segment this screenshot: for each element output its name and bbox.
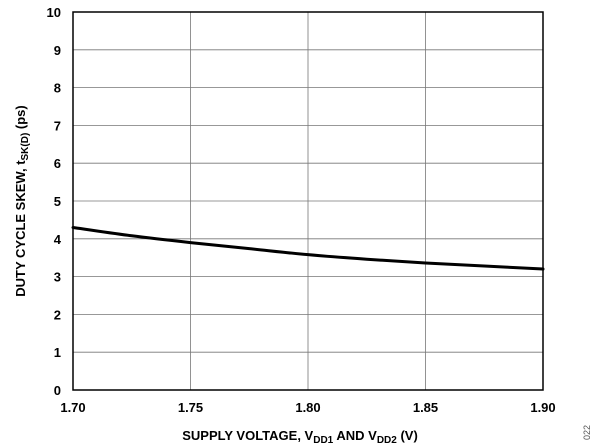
x-tick-labels: 1.70 1.75 1.80 1.85 1.90 xyxy=(60,400,555,415)
x-tick-label: 1.75 xyxy=(178,400,203,415)
y-tick-label: 8 xyxy=(54,81,61,96)
x-tick-label: 1.80 xyxy=(295,400,320,415)
y-axis-label: DUTY CYCLE SKEW, tSK(D) (ps) xyxy=(13,105,31,297)
y-tick-label: 5 xyxy=(54,194,61,209)
y-tick-label: 0 xyxy=(54,383,61,398)
x-tick-label: 1.90 xyxy=(530,400,555,415)
y-tick-labels: 0 1 2 3 4 5 6 7 8 9 10 xyxy=(47,5,62,398)
x-tick-label: 1.70 xyxy=(60,400,85,415)
figure-id: 022 xyxy=(582,425,592,440)
x-tick-label: 1.85 xyxy=(413,400,438,415)
y-tick-label: 4 xyxy=(54,232,62,247)
y-tick-label: 6 xyxy=(54,156,61,171)
y-tick-label: 7 xyxy=(54,118,61,133)
series-layer xyxy=(71,225,545,271)
series-line xyxy=(71,225,545,271)
grid-lines xyxy=(72,11,544,391)
plot-frame xyxy=(72,11,544,391)
y-tick-label: 9 xyxy=(54,43,61,58)
y-tick-label: 10 xyxy=(47,5,61,20)
y-tick-label: 2 xyxy=(54,307,61,322)
x-axis-label: SUPPLY VOLTAGE, VDD1 AND VDD2 (V) xyxy=(182,428,418,446)
y-tick-label: 1 xyxy=(54,345,61,360)
y-tick-label: 3 xyxy=(54,270,61,285)
